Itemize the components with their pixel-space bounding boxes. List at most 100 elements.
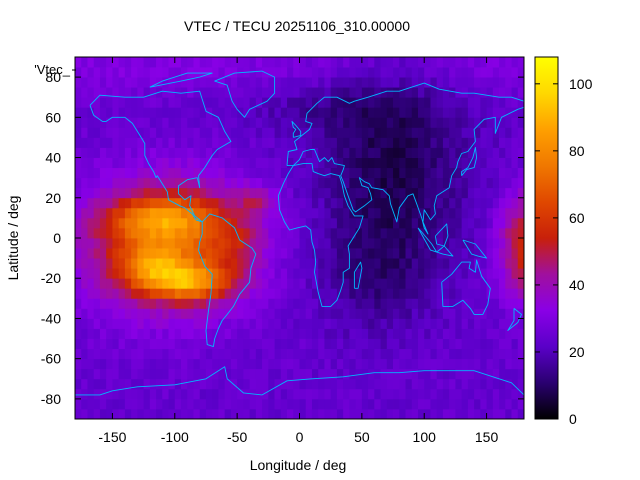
heatmap-cell: [449, 157, 456, 169]
heatmap-cell: [205, 67, 213, 78]
heatmap-cell: [156, 137, 163, 148]
heatmap-cell: [380, 147, 388, 158]
heatmap-cell: [168, 167, 176, 179]
heatmap-cell: [268, 127, 275, 138]
heatmap-cell: [330, 107, 338, 118]
heatmap-cell: [112, 288, 120, 299]
heatmap-cell: [318, 217, 325, 229]
heatmap-cell: [417, 57, 425, 68]
heatmap-cell: [430, 308, 438, 319]
heatmap-cell: [199, 338, 207, 350]
heatmap-cell: [87, 77, 95, 88]
heatmap-cell: [168, 207, 176, 219]
heatmap-cell: [368, 368, 375, 380]
heatmap-cell: [486, 238, 494, 249]
heatmap-cell: [374, 177, 381, 189]
heatmap-cell: [386, 338, 394, 350]
heatmap-cell: [343, 77, 350, 88]
heatmap-cell: [517, 177, 525, 189]
heatmap-cell: [461, 258, 469, 269]
heatmap-cell: [436, 77, 444, 88]
heatmap-cell: [75, 408, 82, 420]
heatmap-cell: [293, 308, 300, 319]
heatmap-cell: [411, 248, 419, 259]
heatmap-cell: [149, 67, 157, 78]
heatmap-cell: [343, 227, 350, 239]
heatmap-cell: [455, 157, 463, 169]
heatmap-cell: [517, 77, 525, 88]
heatmap-cell: [218, 97, 226, 108]
heatmap-cell: [212, 338, 219, 350]
heatmap-cell: [411, 77, 419, 88]
heatmap-cell: [131, 217, 138, 229]
heatmap-cell: [461, 388, 469, 400]
heatmap-cell: [287, 278, 294, 289]
heatmap-cell: [174, 368, 182, 380]
heatmap-cell: [424, 298, 431, 309]
heatmap-cell: [255, 238, 263, 249]
heatmap-cell: [230, 217, 238, 229]
heatmap-cell: [212, 278, 219, 289]
heatmap-cell: [361, 338, 369, 350]
heatmap-cell: [311, 147, 319, 158]
heatmap-cell: [417, 308, 425, 319]
heatmap-cell: [455, 298, 463, 309]
heatmap-cell: [118, 117, 126, 128]
heatmap-cell: [218, 157, 226, 169]
heatmap-cell: [93, 107, 101, 118]
heatmap-cell: [162, 308, 169, 319]
heatmap-cell: [480, 378, 487, 390]
heatmap-cell: [442, 378, 450, 390]
heatmap-cell: [442, 217, 450, 229]
heatmap-cell: [355, 197, 363, 209]
heatmap-cell: [287, 378, 294, 390]
heatmap-cell: [455, 368, 463, 380]
heatmap-cell: [212, 117, 219, 128]
heatmap-cell: [455, 177, 463, 189]
heatmap-cell: [193, 358, 201, 370]
heatmap-cell: [174, 227, 182, 239]
heatmap-cell: [311, 127, 319, 138]
heatmap-cell: [486, 207, 494, 219]
heatmap-cell: [93, 77, 101, 88]
colorbar: [534, 56, 559, 420]
heatmap-cell: [430, 348, 438, 360]
heatmap-cell: [343, 107, 350, 118]
heatmap-cell: [293, 328, 300, 339]
heatmap-cell: [417, 288, 425, 299]
heatmap-cell: [474, 157, 481, 169]
heatmap-cell: [224, 348, 232, 360]
heatmap-cell: [75, 217, 82, 229]
heatmap-cell: [280, 117, 288, 128]
heatmap-cell: [305, 368, 313, 380]
heatmap-cell: [417, 398, 425, 410]
heatmap-cell: [380, 197, 388, 209]
heatmap-cell: [193, 137, 201, 148]
heatmap-cell: [480, 77, 487, 88]
heatmap-cell: [511, 227, 519, 239]
heatmap-cell: [374, 197, 381, 209]
heatmap-cell: [255, 368, 263, 380]
heatmap-cell: [455, 77, 463, 88]
heatmap-cell: [168, 258, 176, 269]
heatmap-cell: [149, 398, 157, 410]
heatmap-cell: [511, 137, 519, 148]
heatmap-cell: [187, 137, 194, 148]
heatmap-cell: [262, 338, 269, 350]
heatmap-cell: [75, 127, 82, 138]
heatmap-cell: [405, 268, 413, 279]
heatmap-cell: [511, 268, 519, 279]
heatmap-cell: [280, 328, 288, 339]
heatmap-cell: [237, 238, 244, 249]
heatmap-cell: [87, 157, 95, 169]
heatmap-cell: [355, 107, 363, 118]
heatmap-cell: [162, 278, 169, 289]
heatmap-cell: [118, 318, 126, 329]
heatmap-cell: [305, 258, 313, 269]
heatmap-cell: [361, 278, 369, 289]
heatmap-cell: [106, 157, 113, 169]
heatmap-cell: [330, 278, 338, 289]
heatmap-cell: [486, 358, 494, 370]
heatmap-cell: [124, 177, 132, 189]
heatmap-cell: [162, 378, 169, 390]
